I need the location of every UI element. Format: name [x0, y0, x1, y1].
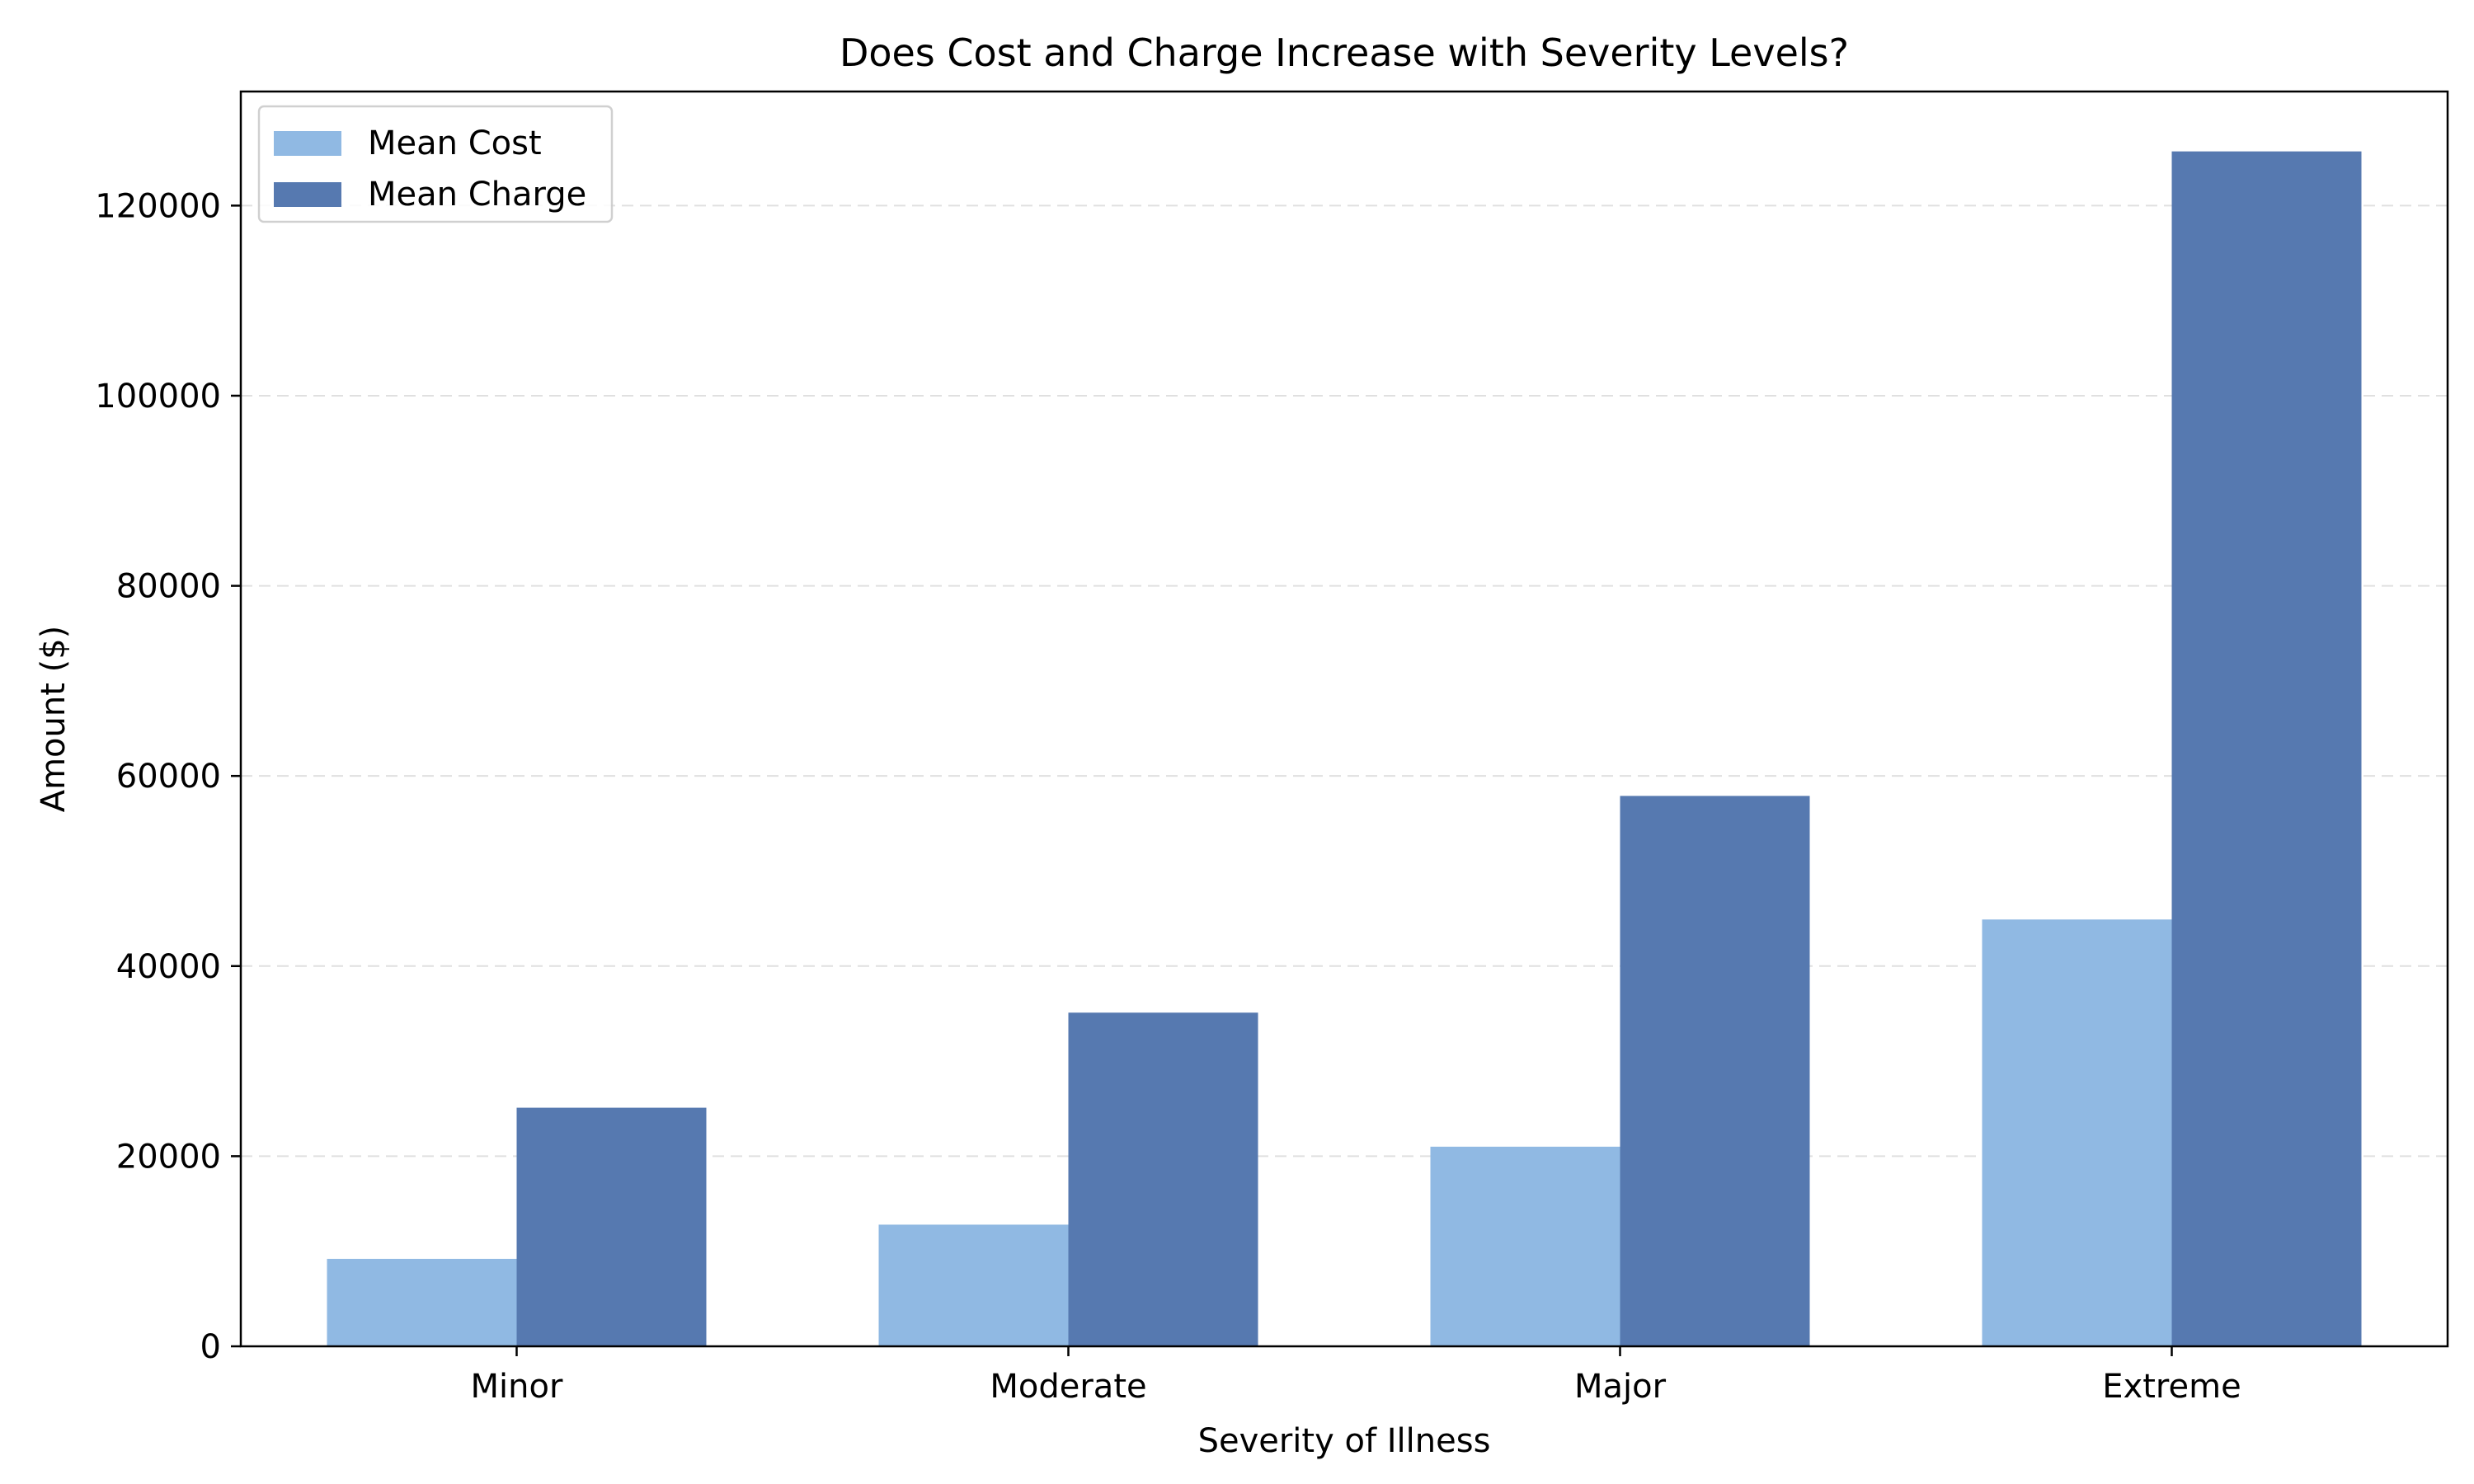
y-tick-label: 120000 [95, 187, 221, 225]
x-axis-label: Severity of Illness [1198, 1422, 1491, 1460]
bar-mean-charge-extreme [2171, 151, 2362, 1347]
bars [327, 151, 2362, 1347]
legend-label: Mean Charge [368, 176, 586, 214]
x-tick-label: Moderate [990, 1368, 1146, 1406]
x-tick-label: Minor [471, 1368, 563, 1406]
y-tick-label: 80000 [116, 568, 221, 606]
y-tick-label: 20000 [116, 1138, 221, 1176]
y-tick-label: 0 [200, 1328, 221, 1366]
bar-mean-cost-minor [327, 1258, 517, 1346]
x-tick-label: Major [1574, 1368, 1667, 1406]
bar-mean-cost-extreme [1982, 919, 2172, 1346]
legend: Mean Cost Mean Charge [257, 105, 614, 223]
y-axis: 0 20000 40000 60000 80000 100000 120000 [95, 187, 241, 1366]
bar-mean-charge-major [1620, 796, 1810, 1346]
x-axis: Minor Moderate Major Extreme [471, 1346, 2241, 1406]
y-tick-label: 60000 [116, 758, 221, 796]
chart-title: Does Cost and Charge Increase with Sever… [840, 31, 1849, 75]
bar-mean-charge-minor [516, 1107, 707, 1346]
bar-mean-cost-moderate [878, 1224, 1069, 1346]
bar-mean-cost-major [1430, 1146, 1620, 1346]
legend-label: Mean Cost [368, 124, 542, 162]
legend-swatch [274, 131, 341, 156]
plot-frame [239, 90, 2449, 1348]
x-tick-label: Extreme [2102, 1368, 2241, 1406]
bar-mean-charge-moderate [1068, 1012, 1258, 1346]
y-axis-label: Amount ($) [35, 626, 73, 813]
legend-swatch [274, 182, 341, 207]
y-tick-label: 40000 [116, 948, 221, 986]
y-tick-label: 100000 [95, 378, 221, 416]
legend-box [257, 105, 614, 223]
